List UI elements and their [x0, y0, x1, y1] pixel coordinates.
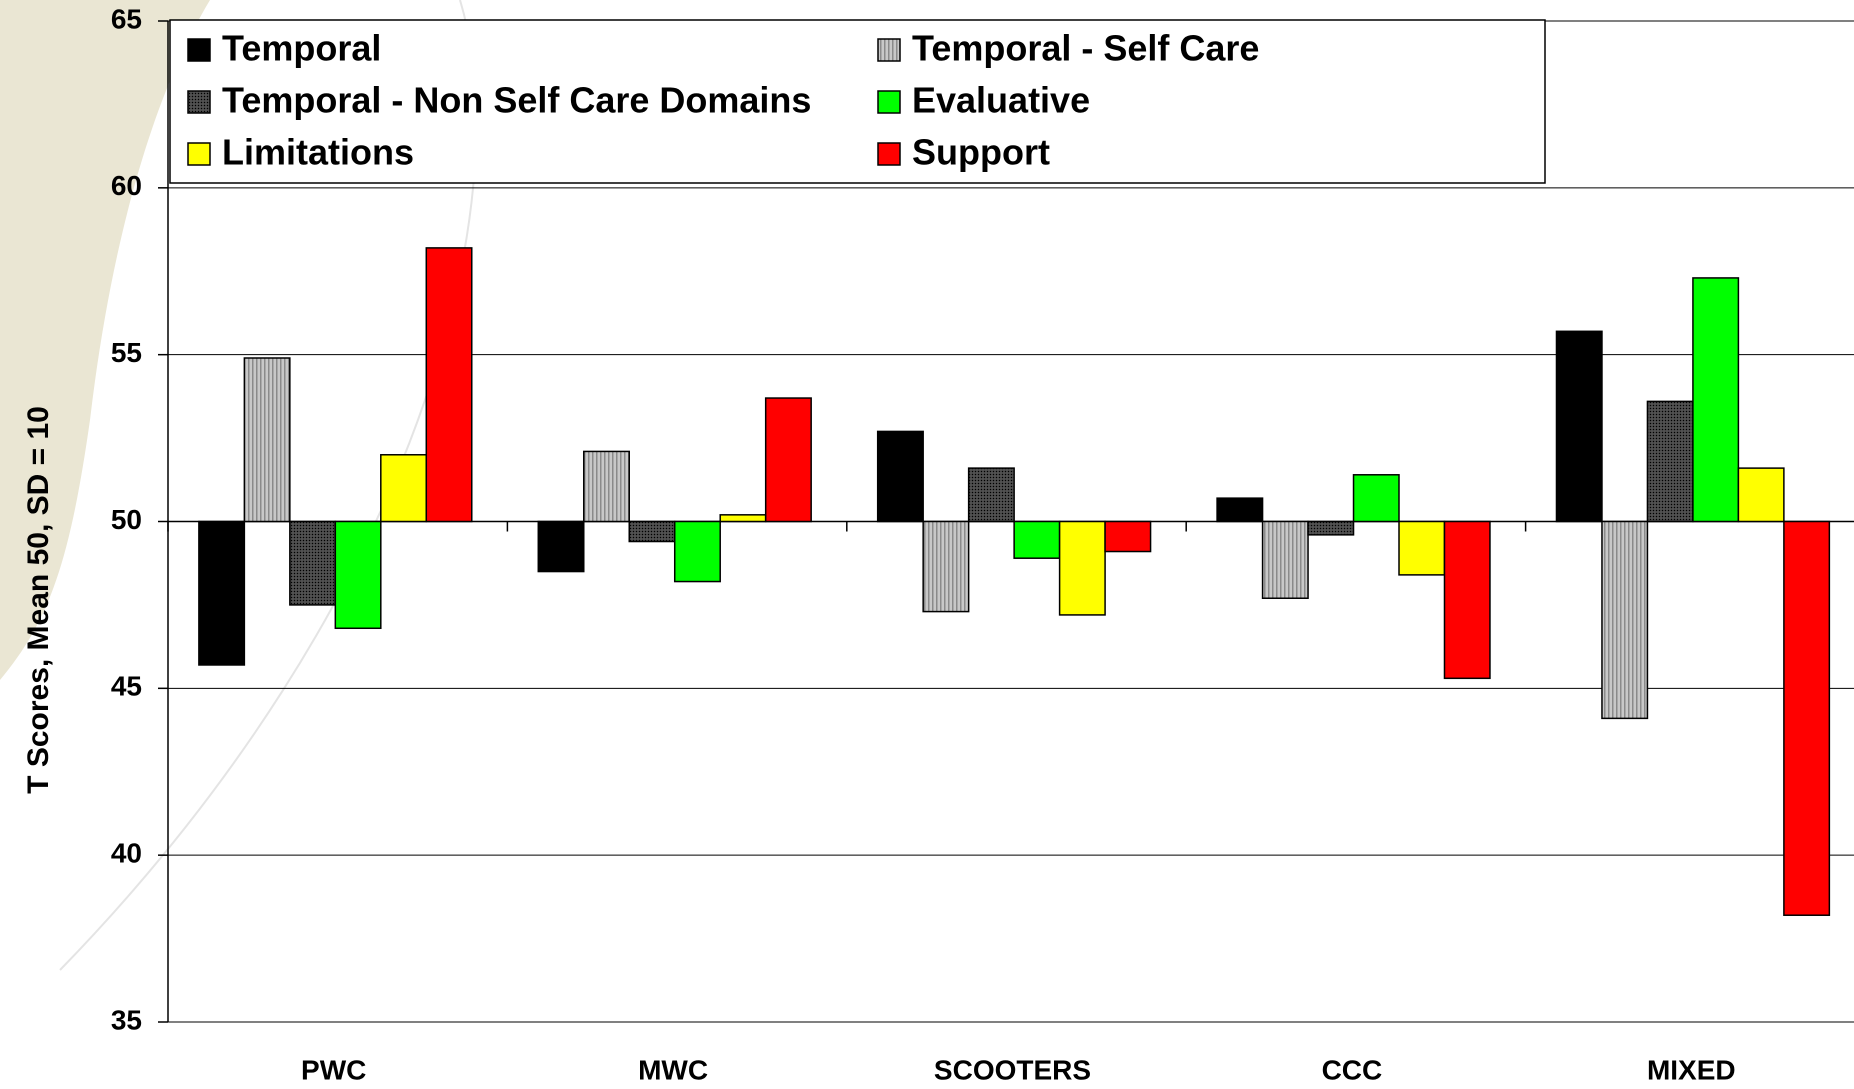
bar	[1737, 467, 1785, 523]
bar	[673, 520, 721, 583]
bar	[1443, 520, 1491, 680]
bar	[764, 397, 812, 523]
y-tick-label: 65	[111, 3, 142, 34]
bar	[1398, 520, 1446, 576]
legend-swatch	[877, 90, 901, 114]
bar	[922, 520, 970, 613]
bar	[1692, 277, 1740, 523]
bar	[380, 454, 428, 523]
legend-swatch	[187, 142, 211, 166]
bar	[583, 450, 630, 523]
y-tick-label: 60	[111, 170, 142, 201]
bar	[1783, 520, 1831, 916]
x-tick-label: MIXED	[1647, 1054, 1736, 1085]
bar	[1646, 400, 1694, 523]
x-tick-label: SCOOTERS	[934, 1054, 1091, 1085]
y-axis-label: T Scores, Mean 50, SD = 10	[22, 406, 55, 794]
legend-swatch	[877, 142, 901, 166]
y-tick-label: 45	[111, 671, 142, 702]
bar	[967, 467, 1015, 523]
bar	[334, 520, 382, 630]
legend-swatch	[187, 38, 211, 62]
x-tick-label: PWC	[301, 1054, 366, 1085]
legend-label: Temporal - Non Self Care Domains	[222, 80, 811, 121]
y-tick-label: 40	[111, 838, 142, 869]
legend-label: Evaluative	[912, 80, 1090, 121]
x-tick-label: CCC	[1322, 1054, 1383, 1085]
bar	[1058, 520, 1106, 616]
bar	[1261, 520, 1309, 599]
bar	[1352, 474, 1400, 523]
legend-label: Temporal	[222, 28, 381, 69]
bar	[537, 520, 585, 573]
legend-label: Support	[912, 132, 1050, 173]
bar	[243, 357, 291, 523]
bar	[1013, 520, 1061, 559]
background-decoration	[0, 0, 210, 680]
bar	[198, 520, 246, 666]
bar	[1307, 520, 1355, 536]
legend-label: Limitations	[222, 132, 414, 173]
y-tick-label: 35	[111, 1004, 142, 1035]
legend-swatch	[877, 38, 901, 62]
bar	[289, 520, 337, 606]
bar	[1601, 520, 1649, 720]
bar	[628, 520, 676, 543]
x-tick-label: MWC	[638, 1054, 708, 1085]
y-tick-label: 55	[111, 337, 142, 368]
bar	[719, 514, 767, 523]
bar	[1216, 497, 1264, 523]
bar	[1555, 330, 1603, 523]
y-tick-label: 50	[111, 504, 142, 535]
legend-swatch	[187, 90, 211, 114]
legend-label: Temporal - Self Care	[912, 28, 1259, 69]
legend-box	[169, 19, 1546, 184]
bar	[1104, 520, 1152, 553]
bar	[425, 247, 473, 523]
bar	[876, 430, 924, 523]
